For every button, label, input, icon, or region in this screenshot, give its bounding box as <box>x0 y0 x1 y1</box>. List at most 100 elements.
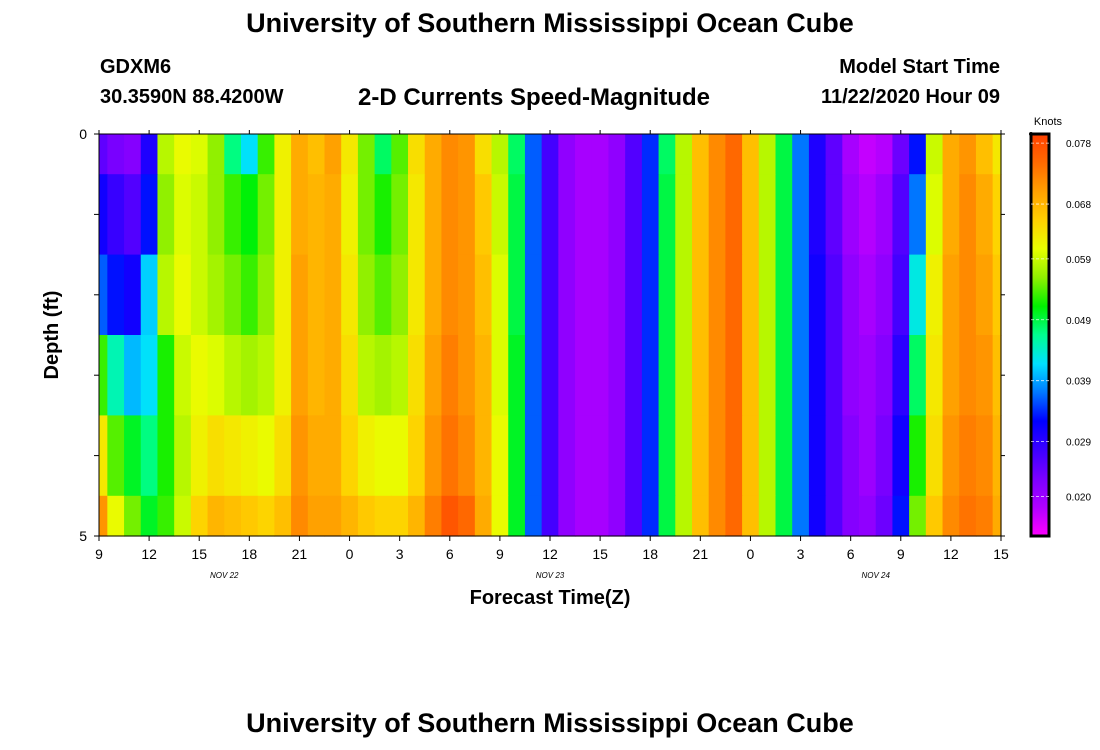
heatmap-cell <box>424 254 443 336</box>
heatmap-cell <box>658 335 676 416</box>
heatmap-cell <box>124 415 142 497</box>
heatmap-cell <box>107 254 125 336</box>
heatmap-cell <box>575 335 593 416</box>
heatmap-cell <box>491 415 509 497</box>
heatmap-cell <box>408 495 426 537</box>
heatmap-cell <box>140 134 159 175</box>
heatmap-cell <box>675 174 693 256</box>
heatmap-cell <box>775 495 793 537</box>
heatmap-cell <box>190 335 209 416</box>
x-tick-label: 15 <box>592 546 608 562</box>
heatmap-cell <box>291 495 309 537</box>
heatmap-cell <box>357 254 376 336</box>
heatmap-cell <box>190 134 209 175</box>
model-start-label: Model Start Time <box>839 56 1000 78</box>
heatmap-cell <box>942 254 960 336</box>
heatmap-cell <box>424 415 443 497</box>
heatmap-cell <box>859 415 877 497</box>
colorbar-marker <box>1029 132 1033 136</box>
heatmap-cell <box>992 335 1002 416</box>
heatmap-cell <box>608 495 626 537</box>
heatmap-cell <box>324 415 342 497</box>
heatmap-cell <box>925 495 944 537</box>
heatmap-cell <box>157 415 175 497</box>
heatmap-cell <box>558 174 576 256</box>
heatmap-cell <box>942 495 960 537</box>
heatmap-cell <box>224 134 242 175</box>
heatmap-cell <box>859 254 877 336</box>
heatmap-cell <box>892 254 910 336</box>
heatmap-cell <box>474 415 493 497</box>
heatmap-cell <box>758 335 777 416</box>
x-day-label: NOV 24 <box>861 571 890 580</box>
heatmap-cell <box>374 174 392 256</box>
x-day-label: NOV 22 <box>210 571 239 580</box>
colorbar-tick-label: 0.059 <box>1066 255 1091 266</box>
heatmap-cell <box>942 174 960 256</box>
heatmap-cell <box>825 335 843 416</box>
heatmap-cell <box>341 495 359 537</box>
heatmap-cell <box>391 415 409 497</box>
heatmap-cell <box>124 134 142 175</box>
heatmap-cell <box>357 415 376 497</box>
heatmap-cell <box>942 134 960 175</box>
heatmap-cell <box>508 415 526 497</box>
heatmap-cell <box>374 134 392 175</box>
heatmap-cell <box>441 134 459 175</box>
heatmap-cell <box>99 335 108 416</box>
heatmap-cell <box>658 174 676 256</box>
heatmap-cell <box>825 415 843 497</box>
heatmap-cell <box>575 254 593 336</box>
heatmap-cell <box>174 495 192 537</box>
x-day-label: NOV 23 <box>536 571 565 580</box>
heatmap-cell <box>892 134 910 175</box>
heatmap-cell <box>274 495 292 537</box>
heatmap-cell <box>240 495 259 537</box>
heatmap-cell <box>658 495 676 537</box>
heatmap-cell <box>174 174 192 256</box>
heatmap-cell <box>725 254 743 336</box>
heatmap-cell <box>675 495 693 537</box>
heatmap-cell <box>625 254 643 336</box>
heatmap-cell <box>925 174 944 256</box>
heatmap-cell <box>474 174 493 256</box>
heatmap-cell <box>975 254 994 336</box>
heatmap-cell <box>742 254 760 336</box>
heatmap-cell <box>892 495 910 537</box>
heatmap-cell <box>307 335 326 416</box>
heatmap-cell <box>474 254 493 336</box>
heatmap-cell <box>942 415 960 497</box>
heatmap-cell <box>140 335 159 416</box>
heatmap-cell <box>341 174 359 256</box>
heatmap-cell <box>99 254 108 336</box>
heatmap-cell <box>708 134 726 175</box>
x-tick-label: 12 <box>943 546 959 562</box>
heatmap-cell <box>959 254 977 336</box>
heatmap-cell <box>758 415 777 497</box>
heatmap-cell <box>491 254 509 336</box>
heatmap-cell <box>859 495 877 537</box>
heatmap-cell <box>691 415 710 497</box>
heatmap-cell <box>99 134 108 175</box>
heatmap-cell <box>157 254 175 336</box>
heatmap-cell <box>124 495 142 537</box>
heatmap-cell <box>524 335 543 416</box>
heatmap-cell <box>157 335 175 416</box>
heatmap-cell <box>124 335 142 416</box>
x-tick-label: 0 <box>747 546 755 562</box>
heatmap-cell <box>274 415 292 497</box>
heatmap-cell <box>157 495 175 537</box>
heatmap-cell <box>892 174 910 256</box>
heatmap-cell <box>608 174 626 256</box>
heatmap-cell <box>491 134 509 175</box>
heatmap-cell <box>190 174 209 256</box>
x-tick-label: 0 <box>346 546 354 562</box>
heatmap-cell <box>408 415 426 497</box>
heatmap-cell <box>207 415 225 497</box>
heatmap-cell <box>842 134 860 175</box>
heatmap-cell <box>925 415 944 497</box>
heatmap-cell <box>190 415 209 497</box>
heatmap-cell <box>975 415 994 497</box>
footer-title: University of Southern Mississippi Ocean… <box>246 708 854 738</box>
heatmap-cell <box>307 174 326 256</box>
